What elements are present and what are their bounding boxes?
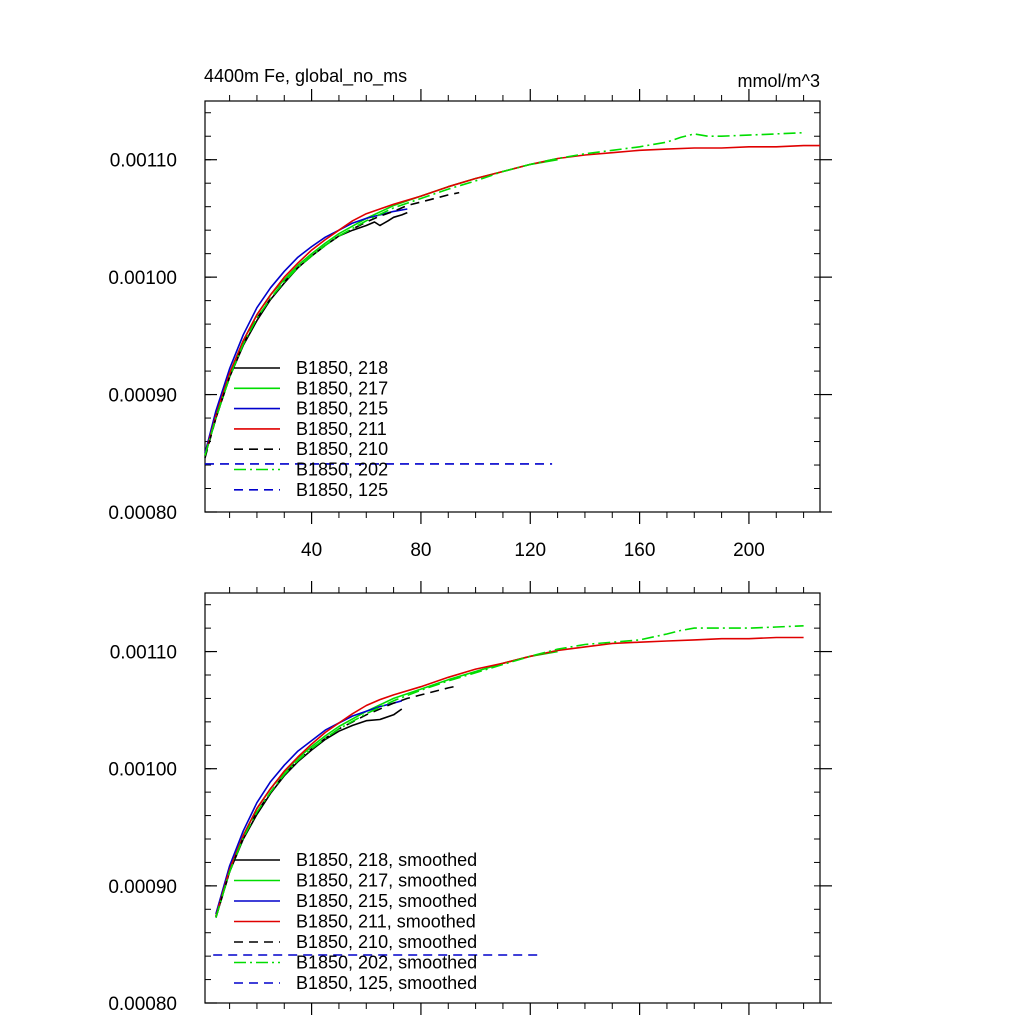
legend-label-5: B1850, 202	[296, 460, 388, 480]
legend-label-2: B1850, 215, smoothed	[296, 891, 477, 911]
legend-label-5: B1850, 202, smoothed	[296, 953, 477, 973]
y-tick-label: 0.00080	[108, 994, 177, 1015]
y-tick-label: 0.00110	[110, 151, 177, 172]
chart-panel-bottom: 0.00080 0.00090 0.00100 0.00110 B1850, 218, …	[108, 581, 832, 1015]
series-line-4	[204, 191, 460, 459]
series-line-2	[215, 700, 403, 915]
y-tick-label: 0.00080	[108, 503, 177, 524]
legend-label-3: B1850, 211	[296, 419, 387, 439]
plot-area-frame	[204, 100, 821, 513]
x-tick-label: 200	[733, 540, 765, 561]
plot-area-frame	[204, 592, 821, 1004]
series-line-5	[215, 625, 804, 918]
x-tick-label: 40	[301, 540, 322, 561]
legend-label-6: B1850, 125	[296, 480, 388, 500]
legend-label-1: B1850, 217, smoothed	[296, 871, 477, 891]
y-tick-label: 0.00100	[108, 268, 177, 289]
x-tick-label: 120	[514, 540, 546, 561]
y-tick-label: 0.00110	[110, 643, 177, 664]
series-line-2	[204, 208, 408, 454]
chart-title: 4400m Fe, global_no_ms	[204, 66, 407, 87]
chart-panel-top: 0.00080 0.00090 0.00100 0.00110 40 80 120 160 20…	[108, 89, 832, 561]
legend-label-3: B1850, 211, smoothed	[296, 912, 476, 932]
y-tick-label: 0.00090	[108, 877, 177, 898]
legend-label-2: B1850, 215	[296, 399, 388, 419]
legend-label-4: B1850, 210	[296, 439, 388, 459]
series-line-3	[204, 144, 820, 456]
x-tick-label: 80	[410, 540, 431, 561]
units-label: mmol/m^3	[738, 71, 820, 91]
series-line-5	[204, 131, 804, 456]
legend-label-1: B1850, 217	[296, 378, 388, 398]
legend-label-0: B1850, 218, smoothed	[296, 850, 477, 870]
legend-label-0: B1850, 218	[296, 358, 388, 378]
y-tick-label: 0.00090	[108, 386, 177, 407]
y-tick-label: 0.00100	[108, 760, 177, 781]
series-line-3	[215, 636, 804, 917]
x-tick-label: 160	[624, 540, 656, 561]
legend-label-4: B1850, 210, smoothed	[296, 932, 477, 952]
legend-label-6: B1850, 125, smoothed	[296, 973, 477, 993]
